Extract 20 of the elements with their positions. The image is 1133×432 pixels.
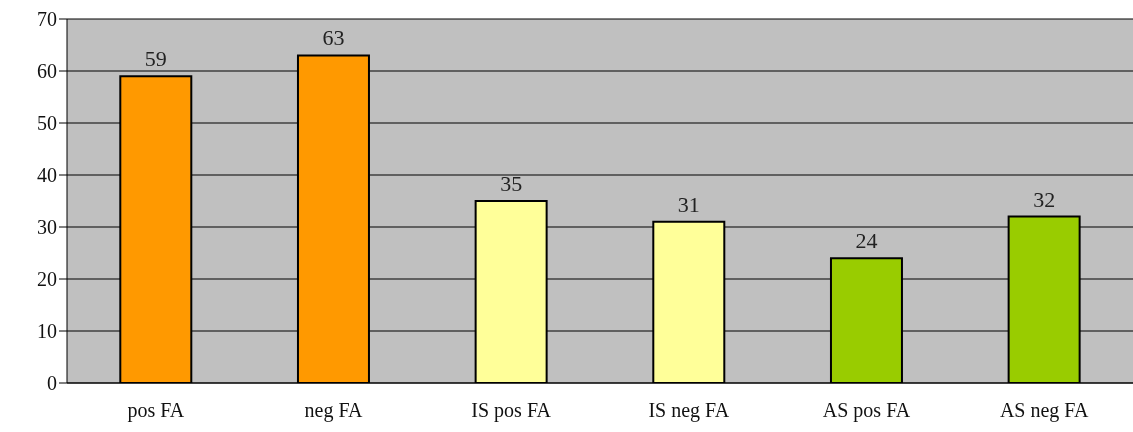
data-label: 63 (322, 25, 345, 51)
y-tick-label: 20 (37, 268, 57, 291)
y-tick-label: 50 (37, 112, 57, 135)
data-label: 35 (500, 171, 523, 196)
data-label: 24 (855, 228, 878, 254)
x-tick-label: AS neg FA (999, 399, 1089, 423)
y-tick-label: 70 (37, 8, 57, 31)
y-tick-label: 40 (37, 164, 57, 187)
x-tick-label: IS pos FA (471, 399, 552, 423)
x-tick-label: neg FA (304, 399, 364, 423)
y-tick-label: 0 (47, 372, 57, 395)
y-tick-label: 30 (37, 216, 57, 239)
data-label: 59 (144, 46, 167, 72)
data-label: 32 (1033, 186, 1056, 212)
x-tick-label: AS pos FA (822, 399, 911, 423)
x-tick-label: IS neg FA (648, 399, 730, 423)
y-tick-label: 10 (37, 320, 57, 343)
data-label: 31 (677, 191, 700, 217)
y-tick-label: 60 (37, 60, 57, 83)
x-tick-label: pos FA (127, 399, 185, 423)
